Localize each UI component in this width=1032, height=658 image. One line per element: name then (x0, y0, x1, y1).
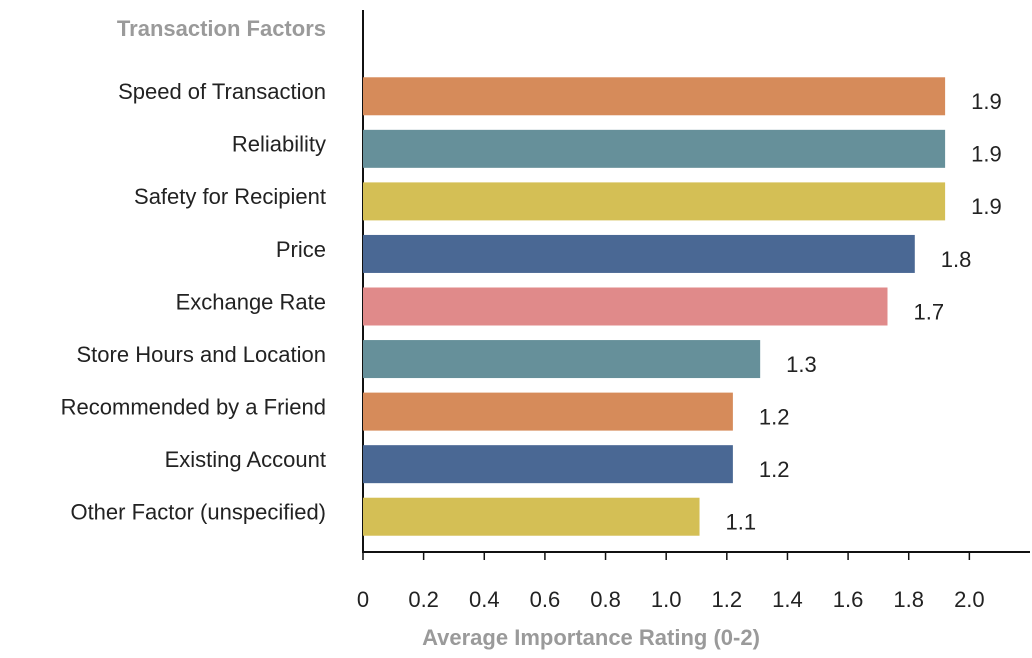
x-tick-label: 1.2 (712, 587, 743, 612)
category-label: Other Factor (unspecified) (70, 500, 326, 525)
x-tick-label: 1.6 (833, 587, 864, 612)
x-tick-label: 0.4 (469, 587, 500, 612)
category-label: Store Hours and Location (77, 342, 327, 367)
bar (363, 77, 946, 116)
bar (363, 129, 946, 168)
x-tick-label: 1.8 (893, 587, 924, 612)
x-tick-label: 0.8 (590, 587, 621, 612)
x-tick-label: 0.6 (530, 587, 561, 612)
value-label: 1.2 (759, 404, 790, 429)
category-label: Existing Account (165, 447, 326, 472)
bar (363, 392, 733, 431)
bar (363, 287, 888, 326)
value-label: 1.2 (759, 457, 790, 482)
value-label: 1.9 (971, 194, 1002, 219)
bar (363, 445, 733, 484)
bar (363, 182, 946, 221)
x-tick-label: 1.0 (651, 587, 682, 612)
value-label: 1.3 (786, 352, 817, 377)
category-label: Price (276, 237, 326, 262)
value-label: 1.7 (914, 299, 945, 324)
category-label: Speed of Transaction (118, 79, 326, 104)
x-tick-label: 2.0 (954, 587, 985, 612)
x-tick-label: 0 (357, 587, 369, 612)
category-label: Reliability (232, 132, 326, 157)
value-label: 1.1 (726, 510, 757, 535)
bar (363, 497, 700, 536)
category-label: Recommended by a Friend (61, 394, 326, 419)
x-tick-label: 1.4 (772, 587, 803, 612)
category-label: Safety for Recipient (134, 184, 326, 209)
x-axis-label: Average Importance Rating (0-2) (422, 625, 760, 650)
bar (363, 234, 915, 273)
chart-title: Transaction Factors (117, 16, 326, 41)
x-tick-label: 0.2 (408, 587, 439, 612)
category-label: Exchange Rate (176, 289, 326, 314)
value-label: 1.8 (941, 247, 972, 272)
value-label: 1.9 (971, 142, 1002, 167)
bar (363, 340, 761, 379)
value-label: 1.9 (971, 89, 1002, 114)
